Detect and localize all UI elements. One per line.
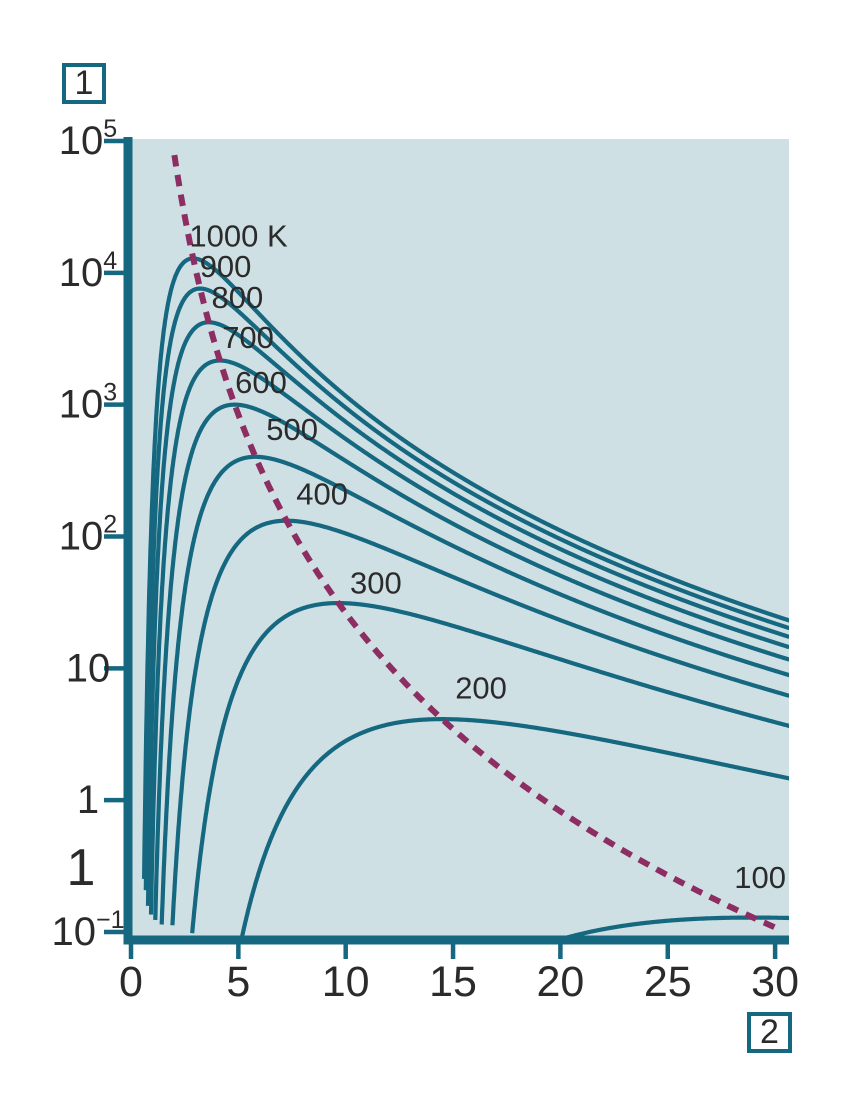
y-tick-label: 103 bbox=[59, 379, 117, 427]
curve-label-500K: 500 bbox=[266, 412, 318, 447]
curve-label-300K: 300 bbox=[350, 565, 402, 600]
curve-label-600K: 600 bbox=[235, 365, 287, 400]
x-tick-label: 10 bbox=[322, 958, 370, 1006]
axis-lines bbox=[123, 137, 789, 945]
y-axis-side-label: 1 bbox=[66, 839, 96, 897]
curve-label-1000K: 1000 K bbox=[189, 219, 288, 254]
y-tick-label: 10 bbox=[66, 646, 111, 690]
curve-label-900K: 900 bbox=[200, 249, 252, 284]
blackbody-curve-500K bbox=[159, 454, 789, 925]
x-axis-ticks bbox=[128, 944, 778, 959]
y-axis-ref-box: 1 bbox=[62, 63, 106, 104]
curve-label-200K: 200 bbox=[455, 671, 507, 706]
blackbody-curve-200K bbox=[239, 717, 789, 938]
x-axis-ref-box: 2 bbox=[747, 1012, 792, 1053]
y-tick-label: 105 bbox=[59, 115, 117, 163]
y-tick-label: 1 bbox=[77, 778, 99, 822]
curve-label-400K: 400 bbox=[296, 477, 348, 512]
wien-displacement-dashed-line-group bbox=[171, 154, 782, 933]
x-axis-tick-labels: 0 5 10 15 20 25 30 bbox=[119, 958, 799, 1006]
x-tick-label: 25 bbox=[644, 958, 692, 1006]
x-tick-label: 30 bbox=[751, 958, 799, 1006]
blackbody-curve-300K bbox=[190, 601, 789, 934]
x-tick-label: 15 bbox=[429, 958, 477, 1006]
x-axis-ref-number: 2 bbox=[760, 1013, 779, 1051]
y-axis-ticks bbox=[104, 138, 124, 935]
axes bbox=[123, 137, 789, 945]
curve-label-700K: 700 bbox=[222, 320, 274, 355]
y-tick-label: 102 bbox=[59, 510, 117, 558]
y-tick-label: 104 bbox=[59, 247, 118, 295]
y-tick-label: 10−1 bbox=[51, 906, 124, 954]
curve-label-100K: 100 bbox=[734, 860, 786, 895]
y-axis-ref-number: 1 bbox=[74, 64, 94, 102]
x-tick-label: 0 bbox=[119, 958, 143, 1006]
x-tick-label: 20 bbox=[536, 958, 584, 1006]
blackbody-curve-900K bbox=[143, 286, 789, 891]
curve-label-800K: 800 bbox=[212, 280, 264, 315]
blackbody-curve-700K bbox=[148, 358, 789, 915]
blackbody-curve-800K bbox=[145, 320, 789, 906]
blackbody-curve-400K bbox=[170, 518, 789, 926]
blackbody-curves bbox=[142, 256, 789, 938]
wien-displacement-dashed-line bbox=[171, 154, 782, 933]
blackbody-curve-600K bbox=[153, 402, 789, 920]
blackbody-curve-1000K bbox=[142, 256, 789, 879]
x-tick-label: 5 bbox=[226, 958, 250, 1006]
